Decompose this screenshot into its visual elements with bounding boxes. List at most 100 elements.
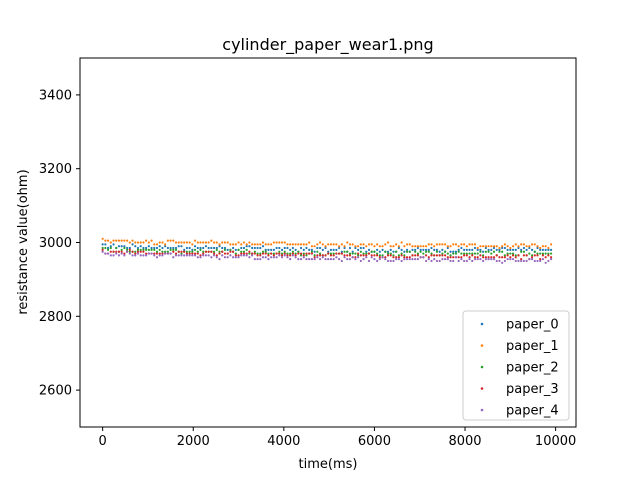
data-point xyxy=(180,245,183,248)
data-point xyxy=(411,258,414,261)
data-point xyxy=(335,248,338,251)
data-point xyxy=(482,256,485,259)
x-tick-label: 4000 xyxy=(267,434,300,449)
data-point xyxy=(376,252,379,255)
data-point xyxy=(365,256,368,259)
data-point xyxy=(446,246,449,250)
data-point xyxy=(392,245,395,248)
data-point xyxy=(492,250,496,253)
data-point xyxy=(267,258,270,261)
data-point xyxy=(400,254,403,257)
data-point xyxy=(210,250,213,253)
data-point xyxy=(155,250,159,253)
data-point xyxy=(183,248,186,251)
data-point xyxy=(199,256,202,259)
data-point xyxy=(155,256,159,259)
data-point xyxy=(457,245,460,248)
data-point xyxy=(389,245,392,248)
data-point xyxy=(237,241,240,244)
data-point xyxy=(544,248,547,251)
data-point xyxy=(476,246,479,250)
data-point xyxy=(373,245,376,248)
data-point xyxy=(174,246,178,250)
data-point xyxy=(549,258,553,261)
data-point xyxy=(351,243,354,246)
data-point xyxy=(351,256,354,259)
data-point xyxy=(419,250,422,253)
data-point xyxy=(145,239,148,242)
data-point xyxy=(310,258,314,261)
data-point xyxy=(155,246,159,250)
data-point xyxy=(294,256,297,259)
data-point xyxy=(286,246,289,250)
data-point xyxy=(430,246,433,250)
data-point xyxy=(539,258,542,261)
data-point xyxy=(324,258,327,261)
data-point xyxy=(435,259,439,263)
data-point xyxy=(427,256,430,259)
data-point xyxy=(452,256,455,259)
data-point xyxy=(291,254,294,257)
data-point xyxy=(183,250,186,253)
data-point xyxy=(294,252,297,255)
legend-item: paper_1 xyxy=(480,339,559,354)
data-point xyxy=(441,248,444,251)
data-point xyxy=(465,248,468,251)
data-point xyxy=(457,250,460,253)
data-point xyxy=(318,246,322,250)
data-point xyxy=(128,248,131,251)
data-point xyxy=(240,254,243,257)
data-point xyxy=(367,252,371,255)
data-point xyxy=(120,248,123,251)
data-point xyxy=(164,252,167,255)
data-point xyxy=(126,250,129,253)
data-point xyxy=(329,252,333,255)
legend-entries: paper_0 paper_1 paper_2 paper_3 paper_4 xyxy=(480,318,559,419)
data-point xyxy=(308,252,311,255)
data-point xyxy=(541,252,545,255)
data-point xyxy=(147,245,150,248)
data-point xyxy=(207,254,210,257)
data-point xyxy=(340,243,343,246)
data-point xyxy=(172,246,175,250)
data-point xyxy=(441,254,444,257)
data-point xyxy=(400,248,403,251)
data-point xyxy=(161,254,164,257)
data-point xyxy=(348,252,352,255)
data-point xyxy=(229,243,232,246)
data-point xyxy=(299,246,303,250)
series-paper_4 xyxy=(101,250,553,264)
x-tick-label: 0 xyxy=(99,434,107,449)
x-axis: 0 2000 4000 6000 8000 10000 xyxy=(99,427,576,449)
data-point xyxy=(234,248,237,251)
data-point xyxy=(270,243,273,246)
data-point xyxy=(289,248,292,251)
data-point xyxy=(299,254,303,257)
data-point xyxy=(547,254,550,257)
data-point xyxy=(357,245,360,248)
data-point xyxy=(487,245,490,248)
data-point xyxy=(232,243,235,246)
data-point xyxy=(145,254,148,257)
data-point xyxy=(514,254,517,257)
data-point xyxy=(365,252,368,255)
data-point xyxy=(332,243,335,246)
data-point xyxy=(120,239,123,242)
y-tick-label: 3200 xyxy=(39,162,72,177)
data-point xyxy=(302,254,305,257)
data-point xyxy=(158,241,161,244)
y-axis: 2600 2800 3000 3200 3400 xyxy=(39,88,80,399)
data-point xyxy=(367,259,371,263)
data-point xyxy=(479,248,482,251)
data-point xyxy=(397,245,400,248)
data-point xyxy=(501,256,504,259)
data-point xyxy=(329,248,333,251)
data-point xyxy=(539,252,542,255)
data-point xyxy=(506,258,509,261)
data-point xyxy=(422,248,425,251)
y-tick-label: 2800 xyxy=(39,310,72,325)
data-point xyxy=(128,252,131,255)
data-point xyxy=(338,246,341,250)
data-point xyxy=(218,250,221,253)
data-point xyxy=(332,258,335,261)
